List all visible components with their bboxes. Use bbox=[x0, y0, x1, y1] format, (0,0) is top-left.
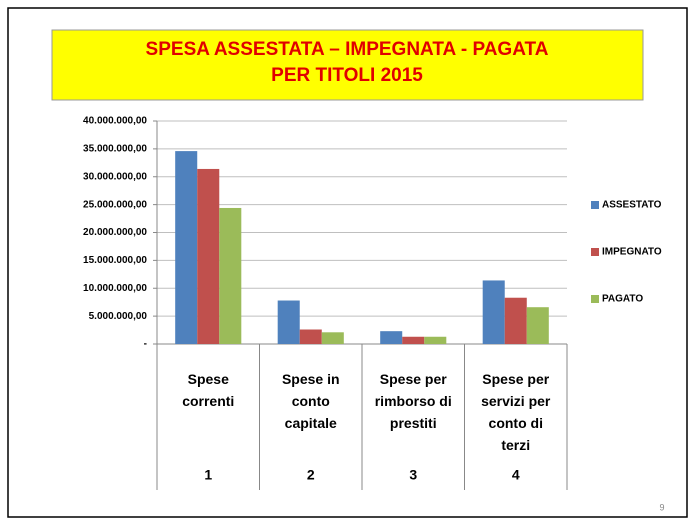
x-tick-label: Spese per rimborso di prestiti bbox=[375, 371, 452, 431]
category-code: 2 bbox=[307, 467, 315, 483]
category-code: 1 bbox=[204, 467, 212, 483]
y-tick-label: 25.000.000,00 bbox=[83, 199, 147, 210]
y-tick-label: 35.000.000,00 bbox=[83, 144, 147, 155]
bar bbox=[321, 332, 344, 344]
category-code: 3 bbox=[409, 467, 417, 483]
bar bbox=[380, 331, 403, 344]
y-tick-label: 20.000.000,00 bbox=[83, 227, 147, 238]
legend-label: PAGATO bbox=[602, 294, 643, 305]
bar bbox=[219, 207, 242, 344]
chart-title: PER TITOLI 2015 bbox=[271, 65, 423, 86]
bar bbox=[526, 307, 549, 344]
y-tick-label: 30.000.000,00 bbox=[83, 171, 147, 182]
legend-swatch bbox=[591, 201, 599, 209]
y-tick-label: - bbox=[144, 339, 147, 350]
y-tick-label: 40.000.000,00 bbox=[83, 116, 147, 127]
bar bbox=[482, 280, 505, 344]
bar bbox=[175, 151, 198, 344]
x-tick-label: Spese in conto capitale bbox=[282, 371, 340, 431]
bar bbox=[504, 297, 527, 344]
bar bbox=[197, 168, 220, 344]
bar bbox=[277, 300, 300, 344]
chart-title: SPESA ASSESTATA – IMPEGNATA - PAGATA bbox=[146, 39, 549, 60]
x-tick-label: Spese per servizi per conto di terzi bbox=[481, 371, 551, 453]
category-code: 4 bbox=[512, 467, 520, 483]
bar bbox=[402, 336, 425, 344]
bar bbox=[424, 336, 447, 344]
y-tick-label: 15.000.000,00 bbox=[83, 255, 147, 266]
legend-swatch bbox=[591, 295, 599, 303]
y-tick-label: 10.000.000,00 bbox=[83, 283, 147, 294]
legend-label: IMPEGNATO bbox=[602, 247, 662, 258]
title-box bbox=[51, 29, 644, 101]
x-tick-label: Spese correnti bbox=[182, 371, 234, 409]
legend-label: ASSESTATO bbox=[602, 200, 662, 211]
legend-swatch bbox=[591, 248, 599, 256]
bar bbox=[299, 329, 322, 344]
page-number: 9 bbox=[659, 502, 664, 512]
y-tick-label: 5.000.000,00 bbox=[89, 311, 148, 322]
